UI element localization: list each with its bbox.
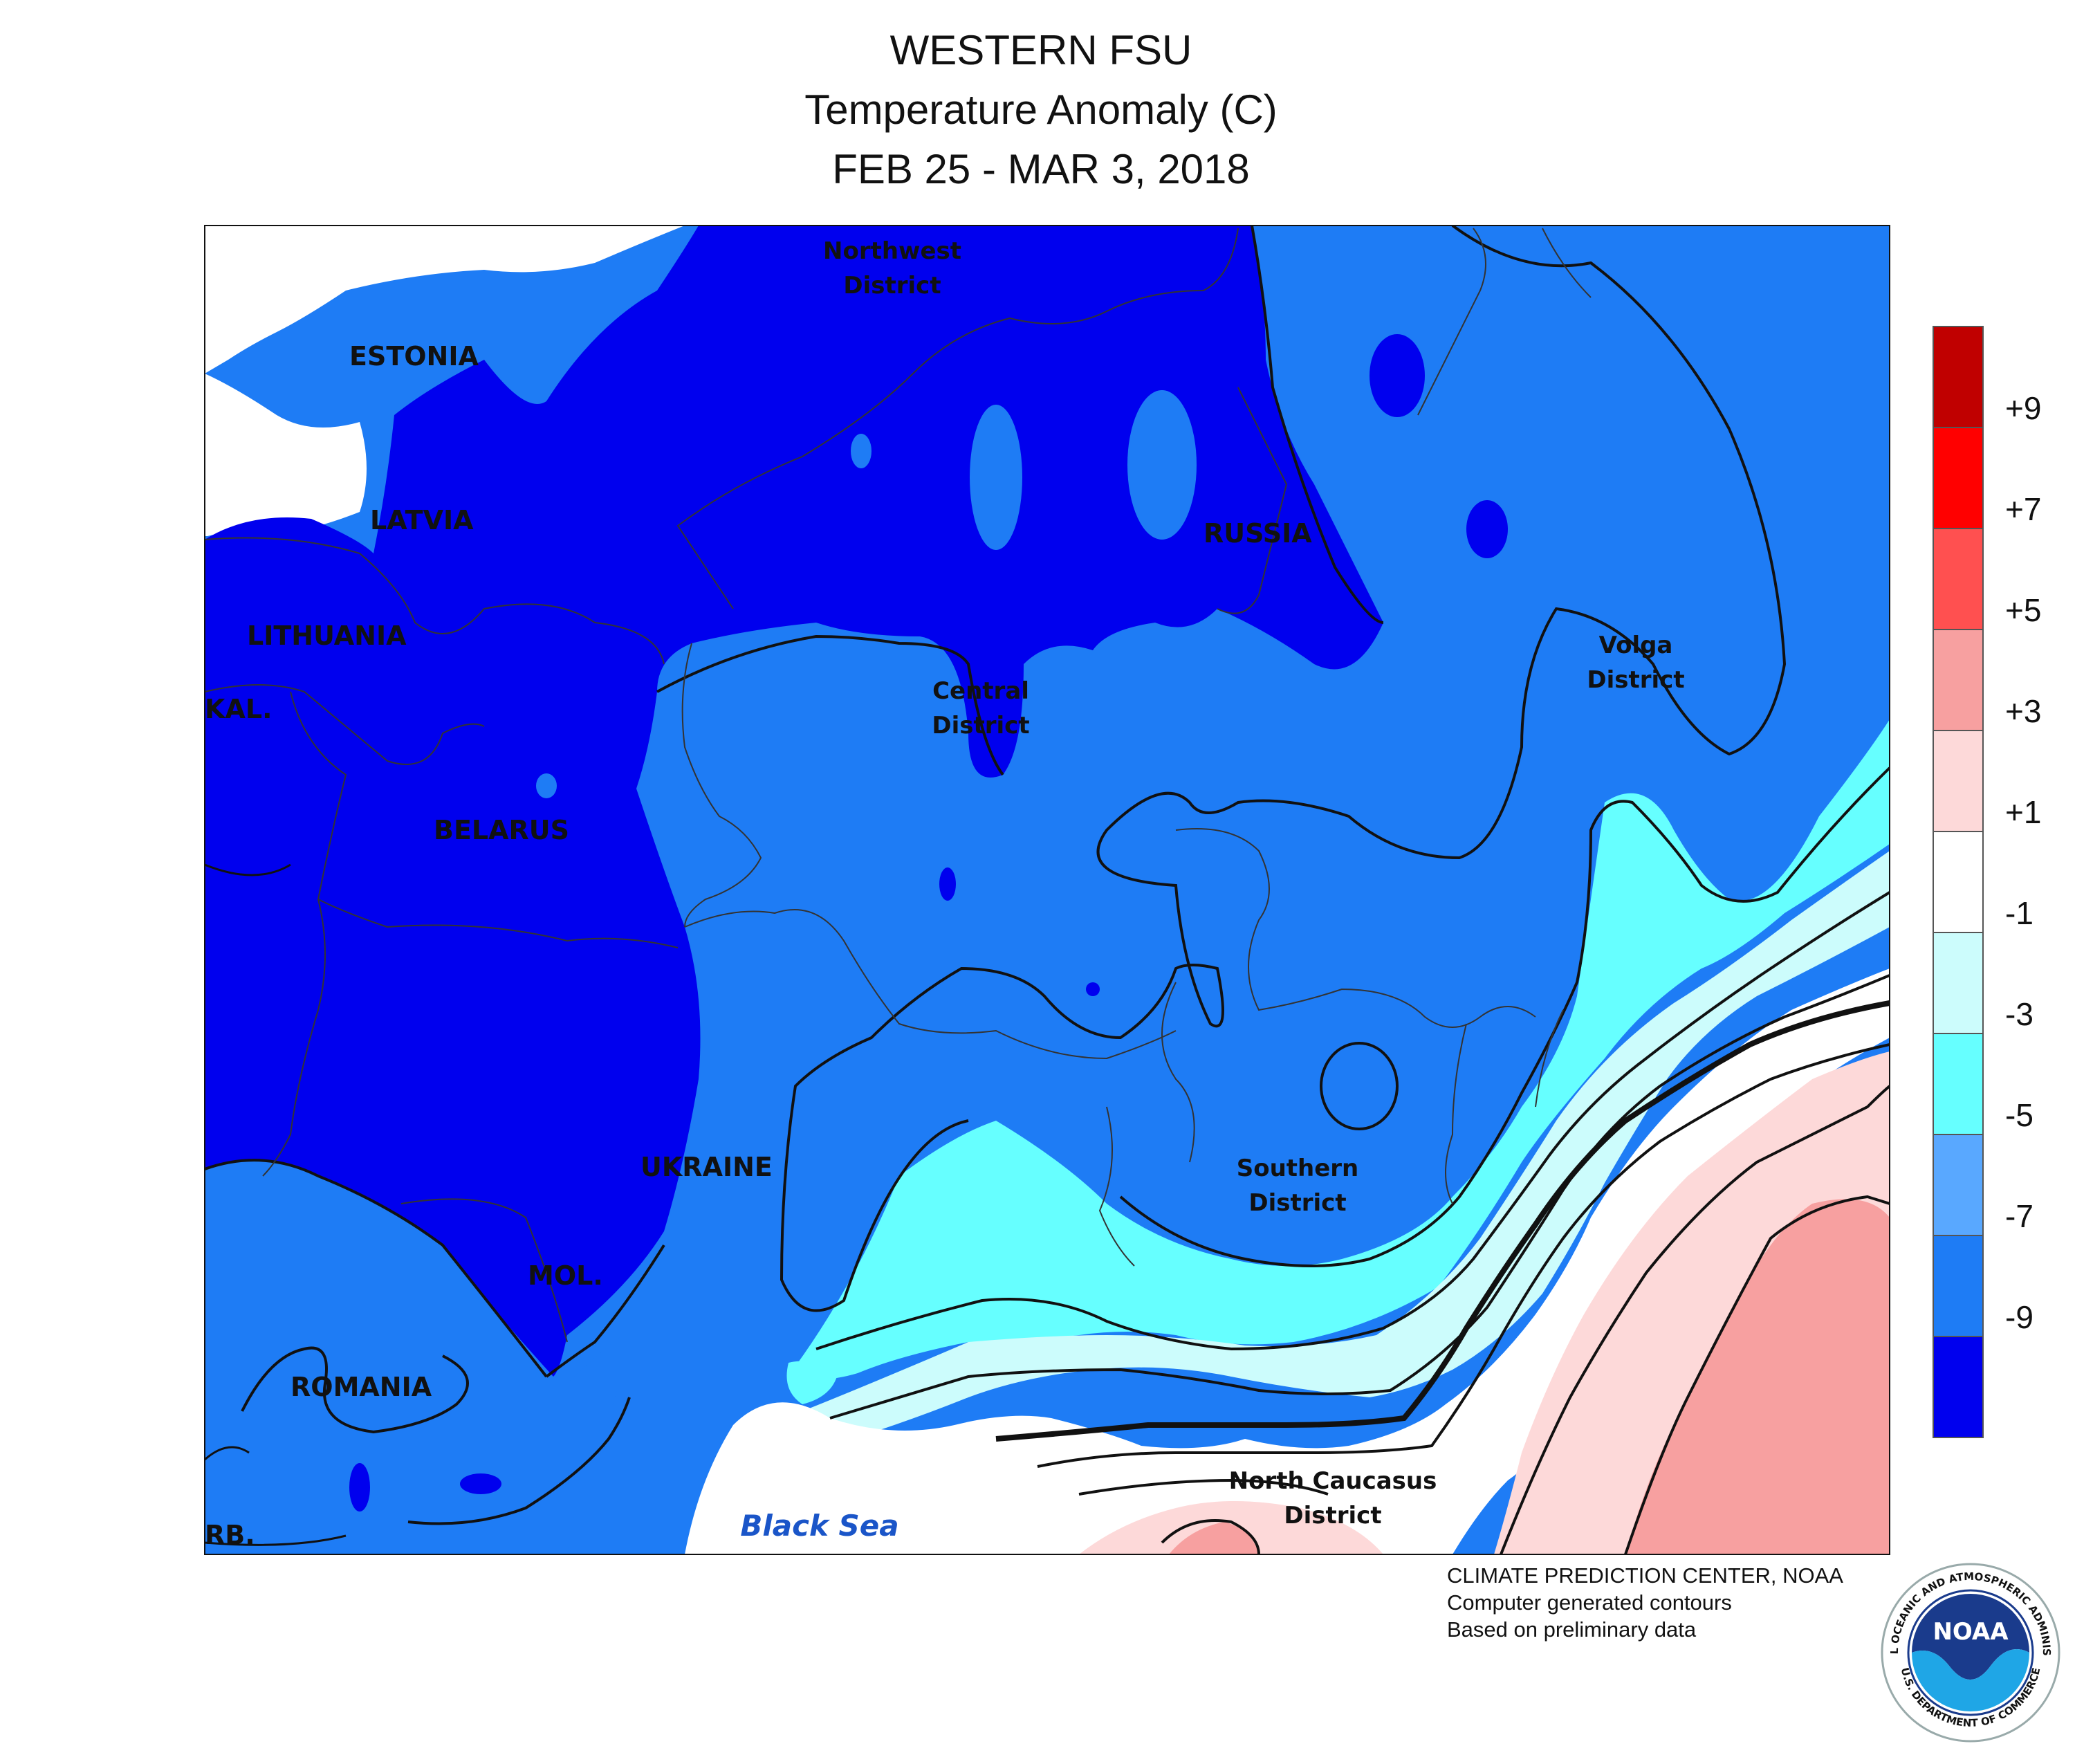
legend-swatch [1933, 932, 1984, 1034]
credit-line-1: CLIMATE PREDICTION CENTER, NOAA [1447, 1563, 1843, 1588]
field-crimea-cyan [786, 1361, 837, 1404]
warm-hole-2 [1127, 390, 1197, 540]
legend-swatch [1933, 427, 1984, 529]
label-central-district-1: Central [932, 677, 1029, 705]
label-russia: RUSSIA [1204, 518, 1312, 549]
legend-swatch [1933, 831, 1984, 933]
warm-hole-1 [970, 405, 1022, 550]
baltic-water-north [205, 226, 685, 374]
label-belarus: BELARUS [434, 815, 569, 845]
noaa-logo: NATIONAL OCEANIC AND ATMOSPHERIC ADMINIS… [1880, 1562, 2060, 1743]
credit-line-3: Based on preliminary data [1447, 1617, 1697, 1642]
label-north-caucasus-district-1: North Caucasus [1229, 1467, 1437, 1495]
label-volga-district-2: District [1587, 666, 1684, 694]
legend-swatch [1933, 1033, 1984, 1135]
legend-swatch [1933, 730, 1984, 832]
label-central-district-2: District [932, 712, 1029, 739]
legend-swatch [1933, 1336, 1984, 1438]
label-serbia: RB. [205, 1520, 255, 1550]
label-moldova: MOL. [528, 1260, 603, 1291]
legend-tick-label: +3 [2005, 693, 2041, 729]
legend-tick-label: -7 [2005, 1198, 2034, 1234]
label-black-sea: Black Sea [740, 1509, 898, 1543]
label-romania: ROMANIA [290, 1372, 432, 1402]
label-southern-district-2: District [1248, 1189, 1346, 1217]
field-romania-minus7 [205, 1160, 622, 1554]
label-kaliningrad: KAL. [205, 694, 273, 724]
legend-tick-label: -5 [2005, 1097, 2034, 1133]
legend-swatch [1933, 1235, 1984, 1337]
logo-wave-sea [1912, 1648, 2029, 1711]
legend-tick-label: +5 [2005, 592, 2041, 628]
label-ukraine: UKRAINE [640, 1152, 773, 1182]
field-plus3-plus5-east [1625, 1199, 1890, 1554]
label-latvia: LATVIA [370, 505, 474, 535]
credit-line-2: Computer generated contours [1447, 1590, 1732, 1615]
field-minus3-minus5 [795, 719, 1890, 1379]
baltic-water-mid [205, 374, 367, 536]
title-variable: Temperature Anomaly (C) [804, 86, 1278, 133]
legend-swatch [1933, 629, 1984, 731]
label-southern-district-1: Southern [1237, 1155, 1359, 1182]
label-estonia: ESTONIA [349, 341, 479, 371]
title-region: WESTERN FSU [889, 27, 1192, 73]
legend-tick-label: +1 [2005, 794, 2041, 830]
label-northwest-district-2: District [843, 272, 941, 300]
map-frame [204, 225, 1890, 1555]
legend-swatch [1933, 528, 1984, 630]
cold-pocket-3 [939, 867, 956, 901]
legend-tick-label: +7 [2005, 491, 2041, 527]
cold-pocket-2 [1466, 500, 1508, 558]
cold-pocket-1 [1370, 334, 1425, 417]
district-labels: Northwest District Central District Volg… [823, 237, 1685, 1529]
logo-text: NOAA [1933, 1618, 2009, 1646]
map-title: WESTERN FSU Temperature Anomaly (C) FEB … [0, 21, 2075, 199]
logo-bird-sky [1912, 1594, 2029, 1680]
cold-pocket-romania [460, 1473, 501, 1494]
label-northwest-district-1: Northwest [823, 237, 961, 265]
label-lithuania: LITHUANIA [247, 621, 407, 651]
map-fields [205, 226, 1890, 1554]
contour-lines [205, 226, 1890, 1554]
label-north-caucasus-district-2: District [1284, 1502, 1381, 1529]
credit-block: CLIMATE PREDICTION CENTER, NOAA Computer… [1447, 1562, 1843, 1643]
legend-tick-label: -3 [2005, 996, 2034, 1032]
legend-tick-label: -9 [2005, 1299, 2034, 1335]
legend-swatch [1933, 1134, 1984, 1236]
cold-pocket-romania-2 [349, 1463, 370, 1512]
field-plus3-plus5-caucasus [1169, 1522, 1259, 1554]
warm-hole-3 [851, 434, 872, 468]
warm-hole-4 [536, 773, 557, 798]
border-lines [205, 228, 1592, 1343]
region-labels: ESTONIA LATVIA LITHUANIA KAL. BELARUS RU… [205, 341, 1312, 1550]
legend-tick-label: +9 [2005, 390, 2041, 426]
label-volga-district-1: Volga [1599, 632, 1673, 659]
legend-tick-label: -1 [2005, 895, 2034, 931]
cold-pocket-4 [1086, 982, 1100, 996]
field-below-minus9 [205, 226, 1383, 1377]
title-date-range: FEB 25 - MAR 3, 2018 [832, 146, 1250, 192]
color-legend: +9 +7 +5 +3 +1 -1 -3 -5 -7 -9 [1933, 326, 2041, 1438]
legend-swatch [1933, 326, 1984, 428]
field-minus1-minus3 [802, 851, 1890, 1446]
